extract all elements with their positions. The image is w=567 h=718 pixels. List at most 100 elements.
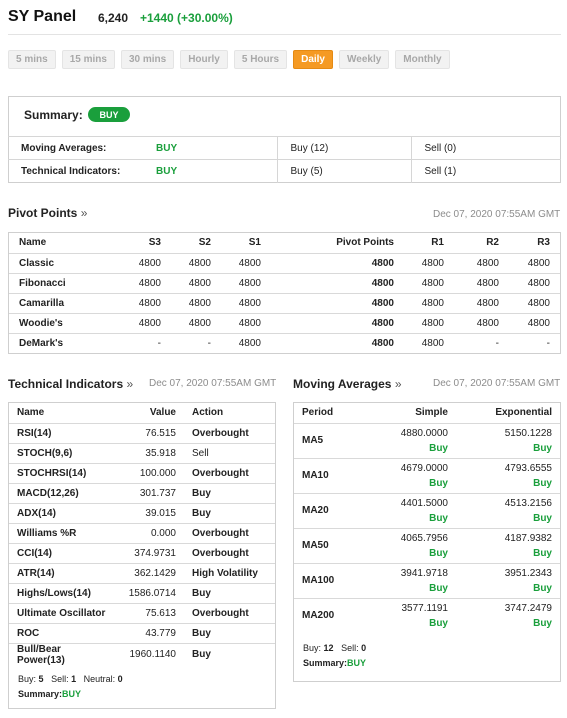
table-cell: -: [454, 332, 509, 353]
column-header: Name: [17, 407, 45, 419]
pivot-points-link[interactable]: Pivot Points »: [8, 206, 87, 220]
table-row: MA5 4880.0000 Buy 5150.1228 Buy: [294, 422, 560, 458]
table-cell: 4800: [271, 332, 404, 353]
moving-averages-date: Dec 07, 2020 07:55AM GMT: [433, 378, 561, 389]
table-cell: 4800: [171, 292, 221, 313]
indicator-action: Overbought: [184, 542, 275, 563]
summary-table: Moving Averages: BUY Buy (12) Sell (0) T…: [8, 136, 561, 183]
table-row: MA20 4401.5000 Buy 4513.2156 Buy: [294, 492, 560, 528]
table-cell: 4800: [109, 292, 171, 313]
table-row: MA10 4679.0000 Buy 4793.6555 Buy: [294, 457, 560, 493]
table-row: CCI(14) 374.9731 Overbought: [9, 542, 275, 563]
table-header-row: Period Simple Exponential: [294, 403, 560, 423]
column-header: Value: [149, 407, 176, 419]
column-header: S1: [248, 237, 261, 249]
simple-ma-action: Buy: [429, 617, 448, 629]
table-cell: -: [509, 332, 560, 353]
tab-daily[interactable]: Daily: [293, 50, 333, 69]
table-row: MA100 3941.9718 Buy 3951.2343 Buy: [294, 562, 560, 598]
table-row: Williams %R 0.000 Overbought: [9, 522, 275, 543]
table-row: Ultimate Oscillator 75.613 Overbought: [9, 602, 275, 623]
table-row: Camarilla 4800 4800 4800 4800 4800 4800 …: [9, 292, 560, 313]
tab-5-hours[interactable]: 5 Hours: [233, 50, 288, 69]
table-cell: 4800: [509, 252, 560, 273]
exponential-ma-action: Buy: [533, 617, 552, 629]
simple-ma-cell: 4679.0000 Buy: [364, 457, 456, 493]
indicator-value: 35.918: [114, 442, 184, 463]
last-price: 6,240: [98, 11, 129, 25]
pivot-method-name: Fibonacci: [9, 272, 109, 293]
column-header: Name: [19, 237, 47, 249]
indicator-name: Highs/Lows(14): [9, 582, 114, 603]
indicator-value: 1960.1140: [114, 642, 184, 666]
summary-label: Summary:: [18, 689, 63, 699]
exponential-ma-action: Buy: [533, 477, 552, 489]
tab-15-mins[interactable]: 15 mins: [61, 50, 115, 69]
table-row: Fibonacci 4800 4800 4800 4800 4800 4800 …: [9, 272, 560, 293]
chevron-right-icon: »: [126, 377, 134, 391]
tab-30-mins[interactable]: 30 mins: [120, 50, 175, 69]
pivot-points-title: Pivot Points: [8, 206, 78, 220]
ma-period: MA5: [294, 422, 364, 458]
table-cell: 4800: [454, 252, 509, 273]
sell-count-label: Sell:: [51, 674, 69, 684]
exponential-ma-action: Buy: [533, 512, 552, 524]
indicator-value: 374.9731: [114, 542, 184, 563]
table-row: ROC 43.779 Buy: [9, 622, 275, 643]
moving-averages-link[interactable]: Moving Averages »: [293, 377, 402, 391]
exponential-ma-value: 4513.2156: [504, 497, 552, 509]
chevron-right-icon: »: [394, 377, 402, 391]
indicator-name: STOCHRSI(14): [9, 462, 114, 483]
indicator-value: 100.000: [114, 462, 184, 483]
column-header: R1: [431, 237, 444, 249]
tab-weekly[interactable]: Weekly: [339, 50, 390, 69]
tab-hourly[interactable]: Hourly: [180, 50, 228, 69]
simple-ma-value: 4880.0000: [400, 427, 448, 439]
moving-averages-table: Period Simple Exponential MA5 4880.0000 Bu…: [294, 403, 560, 633]
table-cell: 4800: [109, 252, 171, 273]
summary-row-label: Moving Averages:: [8, 136, 143, 160]
table-cell: 4800: [221, 332, 271, 353]
table-row: STOCHRSI(14) 100.000 Overbought: [9, 462, 275, 483]
pivot-method-name: Woodie's: [9, 312, 109, 333]
table-cell: 4800: [221, 292, 271, 313]
exponential-ma-action: Buy: [533, 582, 552, 594]
indicator-action: Overbought: [184, 422, 275, 443]
indicator-value: 0.000: [114, 522, 184, 543]
table-header-row: Name Value Action: [9, 403, 275, 423]
table-cell: 4800: [221, 252, 271, 273]
table-header-row: Name S3 S2 S1 Pivot Points R1 R2 R3: [9, 233, 560, 253]
column-header: Action: [192, 407, 224, 419]
column-header: Simple: [415, 407, 448, 419]
summary-signal: BUY: [62, 689, 82, 699]
indicator-value: 43.779: [114, 622, 184, 643]
indicator-name: Bull/Bear Power(13): [9, 642, 114, 666]
table-cell: 4800: [404, 252, 454, 273]
exponential-ma-cell: 4513.2156 Buy: [456, 492, 560, 528]
indicator-value: 75.613: [114, 602, 184, 623]
table-cell: 4800: [271, 272, 404, 293]
technical-indicators-link[interactable]: Technical Indicators »: [8, 377, 133, 391]
indicator-name: Williams %R: [9, 522, 114, 543]
sell-count-label: Sell:: [341, 643, 359, 653]
column-header: S2: [198, 237, 211, 249]
summary-row-signal: BUY: [143, 136, 278, 160]
table-row: DeMark's - - 4800 4800 4800 - -: [9, 332, 560, 353]
buy-count-label: Buy:: [18, 674, 37, 684]
pivot-points-table: Name S3 S2 S1 Pivot Points R1 R2 R3 Clas…: [9, 233, 560, 353]
simple-ma-value: 3577.1191: [401, 602, 448, 614]
table-cell: 4800: [221, 272, 271, 293]
simple-ma-action: Buy: [429, 512, 448, 524]
simple-ma-action: Buy: [429, 442, 448, 454]
indicator-name: ROC: [9, 622, 114, 643]
summary-row-signal: BUY: [143, 159, 278, 183]
exponential-ma-cell: 5150.1228 Buy: [456, 422, 560, 458]
tab-5-mins[interactable]: 5 mins: [8, 50, 56, 69]
column-header: Period: [302, 407, 334, 419]
indicator-name: ATR(14): [9, 562, 114, 583]
pivot-method-name: Classic: [9, 252, 109, 273]
tab-monthly[interactable]: Monthly: [395, 50, 450, 69]
table-row: Classic 4800 4800 4800 4800 4800 4800 48…: [9, 252, 560, 273]
table-cell: 4800: [171, 312, 221, 333]
table-cell: 4800: [271, 312, 404, 333]
